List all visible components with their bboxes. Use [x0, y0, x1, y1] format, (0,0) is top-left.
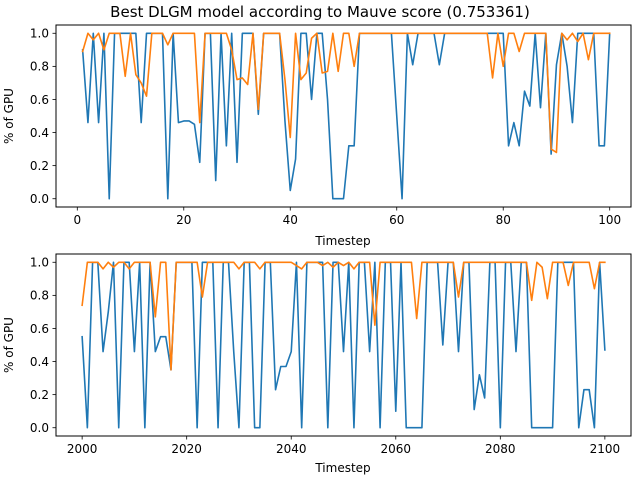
x-tick-label: 2060 [380, 442, 411, 456]
plot-area-2 [81, 261, 606, 429]
x-tick-label: 60 [389, 213, 404, 227]
x-tick-label: 2100 [590, 442, 621, 456]
y-tick-label: 0.0 [30, 192, 49, 206]
x-ticks-2: 2000 2020 2040 2060 2080 2100 [67, 436, 620, 456]
x-tick-label: 0 [73, 213, 81, 227]
subplot-2: 2000 2020 2040 2060 2080 2100 0.0 0.2 0.4 0.6 0.8… [2, 253, 632, 475]
x-tick-label: 2020 [171, 442, 202, 456]
series-line-orange [81, 261, 606, 371]
x-axis-label-1: Timestep [314, 234, 370, 248]
x-ticks-1: 0 20 40 60 80 100 [73, 207, 621, 227]
plot-area-1 [81, 32, 611, 200]
series-line-blue [81, 32, 611, 200]
axes-frame-1 [55, 24, 632, 208]
y-ticks-1: 0.0 0.2 0.4 0.6 0.8 1.0 [30, 27, 56, 206]
x-tick-label: 2040 [276, 442, 307, 456]
x-tick-label: 100 [598, 213, 621, 227]
y-axis-label-2: % of GPU [2, 317, 16, 373]
y-tick-label: 0.2 [30, 159, 49, 173]
x-tick-label: 20 [176, 213, 191, 227]
series-line-orange [81, 32, 611, 154]
y-tick-label: 0.8 [30, 289, 49, 303]
y-tick-label: 0.0 [30, 421, 49, 435]
subplot-1: 0 20 40 60 80 100 0.0 0.2 0.4 0.6 0.8 1.0 Timestep… [2, 24, 632, 248]
y-tick-label: 0.2 [30, 388, 49, 402]
y-ticks-2: 0.0 0.2 0.4 0.6 0.8 1.0 [30, 256, 56, 435]
y-tick-label: 1.0 [30, 27, 49, 41]
axes-frame-2 [55, 253, 632, 437]
series-line-blue [81, 261, 606, 429]
x-tick-label: 2080 [485, 442, 516, 456]
y-tick-label: 1.0 [30, 256, 49, 270]
x-axis-label-2: Timestep [314, 461, 370, 475]
y-axis-label-1: % of GPU [2, 88, 16, 144]
x-tick-label: 40 [283, 213, 298, 227]
y-tick-label: 0.8 [30, 60, 49, 74]
y-tick-label: 0.4 [30, 126, 49, 140]
x-tick-label: 80 [496, 213, 511, 227]
y-tick-label: 0.4 [30, 355, 49, 369]
figure-title: Best DLGM model according to Mauve score… [110, 3, 530, 21]
x-tick-label: 2000 [67, 442, 98, 456]
y-tick-label: 0.6 [30, 322, 49, 336]
y-tick-label: 0.6 [30, 93, 49, 107]
